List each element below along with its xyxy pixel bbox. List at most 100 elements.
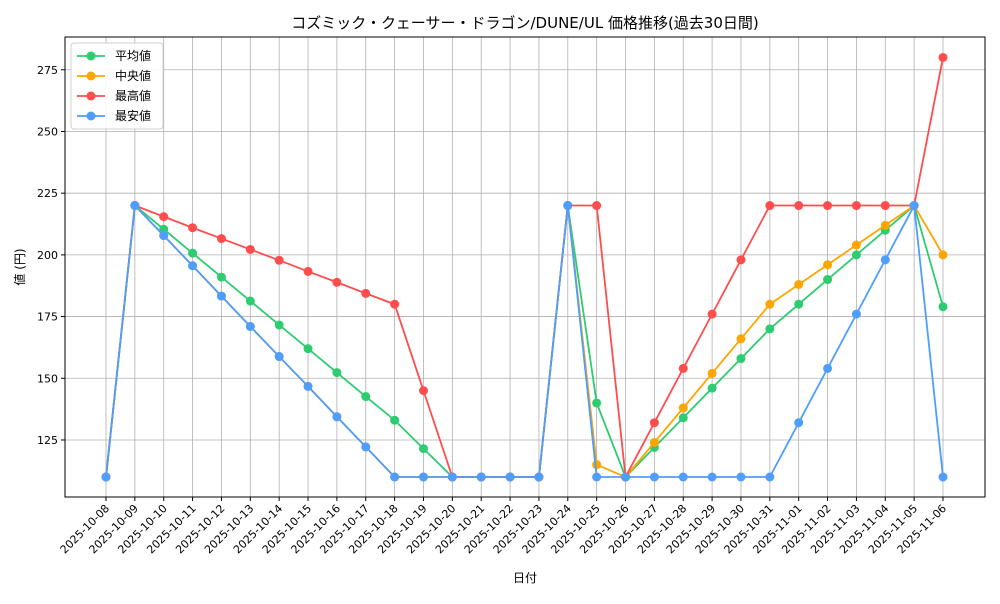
data-point — [880, 220, 890, 230]
y-tick-label: 275 — [37, 64, 58, 77]
data-point — [678, 413, 688, 423]
data-point — [303, 381, 313, 391]
plot-frame — [64, 36, 986, 498]
y-tick-label: 175 — [37, 311, 58, 324]
data-point — [707, 383, 717, 393]
data-point — [418, 386, 428, 396]
data-point — [678, 472, 688, 482]
data-point — [159, 224, 169, 234]
data-point — [303, 344, 313, 354]
data-point — [938, 472, 948, 482]
x-axis-label: 日付 — [513, 571, 537, 585]
data-point — [476, 472, 486, 482]
data-point — [130, 201, 140, 211]
legend-marker — [86, 51, 96, 61]
data-point — [592, 201, 602, 211]
data-point — [736, 255, 746, 265]
data-point — [361, 442, 371, 452]
y-tick-label: 150 — [37, 372, 58, 385]
y-tick-label: 250 — [37, 125, 58, 138]
legend-marker — [86, 91, 96, 101]
data-point — [390, 472, 400, 482]
data-point — [592, 472, 602, 482]
data-point — [736, 334, 746, 344]
data-point — [823, 363, 833, 373]
data-point — [823, 201, 833, 211]
y-tick-label: 200 — [37, 249, 58, 262]
series-3 — [101, 201, 948, 482]
data-point — [880, 255, 890, 265]
data-point — [418, 472, 428, 482]
data-point — [794, 418, 804, 428]
legend-box — [70, 42, 164, 130]
data-point — [794, 279, 804, 289]
data-point — [245, 244, 255, 254]
data-point — [390, 415, 400, 425]
data-point — [245, 321, 255, 331]
legend-label: 平均値 — [115, 48, 151, 63]
data-point — [101, 472, 111, 482]
series-line — [105, 203, 944, 479]
data-point — [418, 444, 428, 454]
data-point — [649, 472, 659, 482]
data-point — [794, 299, 804, 309]
data-point — [823, 275, 833, 285]
data-point — [851, 309, 861, 319]
series-line — [105, 57, 944, 481]
data-point — [765, 324, 775, 334]
data-point — [621, 472, 631, 482]
series-2 — [101, 52, 948, 482]
data-point — [765, 299, 775, 309]
data-point — [188, 223, 198, 233]
data-point — [332, 277, 342, 287]
legend-label: 中央値 — [115, 68, 151, 83]
data-point — [678, 363, 688, 373]
data-point — [245, 296, 255, 306]
data-point — [880, 201, 890, 211]
data-point — [938, 52, 948, 62]
legend-marker — [86, 71, 96, 81]
data-point — [274, 352, 284, 362]
data-point — [649, 418, 659, 428]
data-point — [159, 212, 169, 222]
data-point — [361, 392, 371, 402]
y-tick-label: 125 — [37, 434, 58, 447]
data-point — [938, 302, 948, 312]
data-point — [447, 472, 457, 482]
y-axis-label: 値 (円) — [12, 248, 27, 285]
data-point — [274, 320, 284, 330]
series-0 — [101, 201, 948, 482]
data-point — [649, 437, 659, 447]
data-point — [851, 240, 861, 250]
data-point — [909, 201, 919, 211]
data-point — [188, 261, 198, 271]
data-point — [707, 309, 717, 319]
data-point — [216, 234, 226, 244]
chart-title: コズミック・クェーサー・ドラゴン/DUNE/UL 価格推移(過去30日間) — [291, 14, 758, 32]
series-1 — [101, 201, 948, 482]
data-point — [765, 201, 775, 211]
legend-marker — [86, 111, 96, 121]
data-point — [823, 260, 833, 270]
data-point — [534, 472, 544, 482]
data-point — [303, 266, 313, 276]
data-point — [736, 472, 746, 482]
data-point — [274, 255, 284, 265]
data-point — [707, 368, 717, 378]
data-point — [765, 472, 775, 482]
data-point — [851, 201, 861, 211]
legend-label: 最高値 — [115, 88, 151, 103]
data-point — [216, 291, 226, 301]
data-point — [563, 201, 573, 211]
data-point — [794, 201, 804, 211]
data-point — [216, 272, 226, 282]
data-point — [332, 368, 342, 378]
data-point — [707, 472, 717, 482]
data-point — [736, 354, 746, 364]
legend-label: 最安値 — [115, 108, 151, 123]
data-point — [159, 231, 169, 241]
series-line — [105, 202, 944, 478]
data-point — [851, 250, 861, 260]
